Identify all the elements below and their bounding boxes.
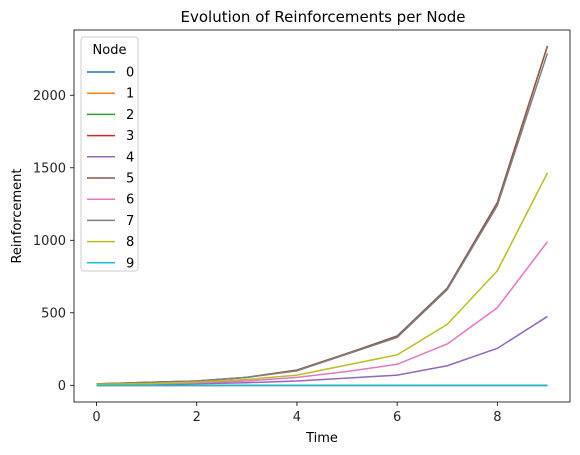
legend-entry: 5 [126,172,134,187]
y-axis: 0 500 1000 1500 2000 [33,89,74,394]
y-tick-label: 1000 [33,234,66,249]
y-tick-label: 1500 [33,161,66,176]
series-line-node-1 [96,45,549,385]
legend-entry: 9 [126,256,134,271]
y-axis-label: Reinforcement [10,168,25,263]
series-line-node-8 [96,172,549,386]
legend-box [80,36,139,272]
x-tick-label: 6 [393,410,401,425]
legend-entry: 4 [126,150,134,165]
legend: Node 0 1 2 3 4 5 6 7 8 9 [80,36,139,272]
legend-entry: 2 [126,108,134,123]
x-tick-label: 4 [293,410,301,425]
series-line-node-5 [96,45,549,385]
plot-area [96,45,549,387]
y-tick-label: 0 [58,379,66,394]
legend-entry: 0 [126,66,134,81]
series-line-node-7 [96,52,549,385]
x-tick-label: 0 [92,410,100,425]
legend-entry: 3 [126,129,134,144]
y-tick-label: 500 [41,306,66,321]
legend-entry: 1 [126,87,134,102]
legend-title: Node [93,43,127,58]
x-tick-label: 2 [193,410,201,425]
legend-entry: 6 [126,193,134,208]
plot-frame [73,29,571,403]
x-tick-label: 8 [493,410,501,425]
y-tick-label: 2000 [33,89,66,104]
x-axis: 0 2 4 6 8 [92,402,501,425]
chart-title: Evolution of Reinforcements per Node [181,8,466,26]
legend-entry: 7 [126,214,134,229]
legend-entry: 8 [126,235,134,250]
x-axis-label: Time [305,431,338,446]
